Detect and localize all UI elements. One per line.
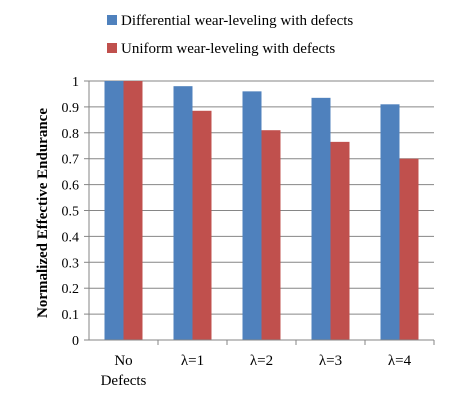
bar-differential <box>311 97 331 341</box>
y-tick-label: 0.3 <box>62 256 80 271</box>
y-tick-label: 0 <box>72 334 79 349</box>
bar-differential <box>104 81 124 340</box>
y-tick-label: 0.4 <box>62 230 80 245</box>
y-tick-label: 0.6 <box>62 179 80 194</box>
y-tick-label: 0.7 <box>62 153 80 168</box>
bar-differential <box>380 104 400 340</box>
y-tick-label: 0.5 <box>62 205 80 220</box>
bar-uniform <box>261 130 281 340</box>
x-tick-label: No <box>114 353 132 369</box>
bar-differential <box>173 86 193 341</box>
bar-differential <box>242 91 262 340</box>
y-tick-label: 1 <box>72 75 79 90</box>
legend: Differential wear-leveling with defects U… <box>107 13 353 57</box>
legend-entry: Differential wear-leveling with defects <box>121 13 353 29</box>
legend-entry: Uniform wear-leveling with defects <box>121 41 335 57</box>
bar-uniform <box>330 141 350 340</box>
y-tick-label: 0.8 <box>62 127 80 142</box>
x-tick-label: λ=4 <box>388 353 412 369</box>
bar-uniform <box>399 158 419 340</box>
x-tick-label: Defects <box>101 373 147 389</box>
x-tick-label: λ=3 <box>319 353 342 369</box>
bar-uniform <box>192 110 212 340</box>
y-tick-label: 0.1 <box>62 308 80 323</box>
y-axis-label: Normalized Effective Endurance <box>35 108 51 318</box>
axes: 0 0.1 0.2 0.3 0.4 0.5 0.6 0.7 0.8 0.9 1 No Defects λ=… <box>62 75 435 389</box>
x-tick-label: λ=2 <box>250 353 273 369</box>
legend-swatch <box>107 15 117 25</box>
bar-uniform <box>123 81 143 340</box>
y-tick-label: 0.9 <box>62 101 80 116</box>
legend-swatch <box>107 43 117 53</box>
bars <box>104 81 419 341</box>
y-tick-label: 0.2 <box>62 282 80 297</box>
x-tick-label: λ=1 <box>181 353 204 369</box>
